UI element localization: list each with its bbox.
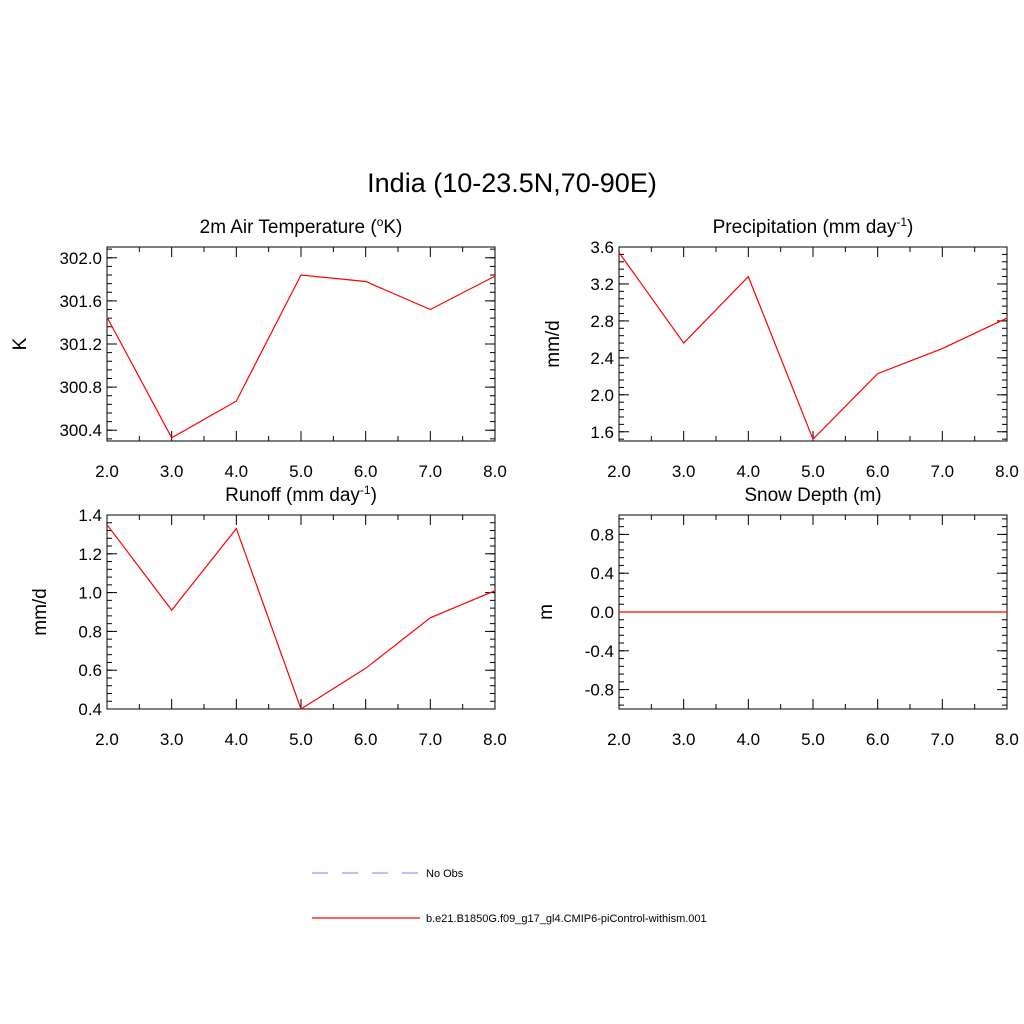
y-tick-label: 301.6	[59, 292, 102, 311]
y-tick-label: -0.8	[585, 681, 614, 700]
chart-panels: 2m Air Temperature (oK) K 2.0 3.0 4.0 5.0 6.0 7…	[10, 215, 1019, 749]
y-tick-label: 302.0	[59, 249, 102, 268]
plot-frame	[618, 246, 1008, 442]
y-tick-label: 0.0	[590, 603, 614, 622]
chart-panel-3: Runoff (mm day-1) mm/d 2.0 3.0 4.0 5.0 6.0 7.0 8…	[30, 483, 507, 749]
x-tick-label: 5.0	[289, 730, 313, 749]
plot-frame	[106, 514, 496, 710]
chart-panel-4: Snow Depth (m) m 2.0 3.0 4.0 5.0 6.0 7.0 8.0 -0.8…	[536, 485, 1019, 749]
legend-entry-1: No Obs	[312, 868, 464, 880]
chart-panel-2: Precipitation (mm day-1) mm/d 2.0 3.0 4.0 5.0…	[543, 215, 1019, 481]
x-tick-label: 7.0	[931, 462, 955, 481]
y-tick-label: 1.4	[78, 506, 102, 525]
legend-entry-2: b.e21.B1850G.f09_g17_gl4.CMIP6-piControl…	[312, 913, 707, 925]
y-axis-label: mm/d	[543, 320, 564, 368]
x-tick-label: 6.0	[354, 462, 378, 481]
x-tick-label: 4.0	[737, 730, 761, 749]
chart-panel-1: 2m Air Temperature (oK) K 2.0 3.0 4.0 5.0 6.0 7…	[10, 215, 507, 481]
x-tick-label: 7.0	[931, 730, 955, 749]
y-tick-label: 300.4	[59, 421, 102, 440]
y-tick-label: 2.8	[590, 312, 614, 331]
x-tick-label: 8.0	[995, 462, 1019, 481]
x-tick-label: 3.0	[672, 462, 696, 481]
x-tick-label: 2.0	[607, 462, 631, 481]
y-tick-label: 2.4	[590, 349, 614, 368]
legend: No Obs b.e21.B1850G.f09_g17_gl4.CMIP6-piC…	[312, 868, 707, 925]
y-tick-label: 1.6	[590, 423, 614, 442]
x-tick-label: 7.0	[419, 730, 443, 749]
x-tick-label: 8.0	[483, 462, 507, 481]
y-tick-label: 2.0	[590, 386, 614, 405]
x-tick-label: 6.0	[866, 730, 890, 749]
panel-title: 2m Air Temperature (oK)	[200, 215, 403, 238]
x-tick-label: 6.0	[866, 462, 890, 481]
x-tick-label: 7.0	[419, 462, 443, 481]
y-tick-label: 0.6	[78, 661, 102, 680]
y-tick-label: 1.0	[78, 584, 102, 603]
y-tick-label: 0.8	[78, 622, 102, 641]
y-tick-label: 0.8	[590, 525, 614, 544]
panel-title: Runoff (mm day-1)	[225, 483, 377, 506]
x-tick-label: 5.0	[289, 462, 313, 481]
y-axis-label: m	[536, 604, 557, 620]
x-tick-label: 2.0	[95, 462, 119, 481]
y-axis-label: mm/d	[30, 588, 51, 636]
x-tick-label: 4.0	[737, 462, 761, 481]
panel-title: Precipitation (mm day-1)	[713, 215, 914, 238]
x-tick-label: 5.0	[801, 730, 825, 749]
legend-label: No Obs	[426, 868, 464, 880]
series-line	[106, 274, 496, 439]
y-tick-label: 300.8	[59, 378, 102, 397]
x-tick-label: 3.0	[160, 462, 184, 481]
x-tick-label: 3.0	[160, 730, 184, 749]
y-tick-label: -0.4	[585, 642, 614, 661]
series-line	[618, 252, 1008, 441]
x-tick-label: 2.0	[95, 730, 119, 749]
x-tick-label: 8.0	[995, 730, 1019, 749]
panel-title: Snow Depth (m)	[744, 485, 881, 506]
y-tick-label: 1.2	[78, 545, 102, 564]
y-tick-label: 3.2	[590, 275, 614, 294]
y-tick-label: 0.4	[78, 700, 102, 719]
series-line	[106, 524, 496, 710]
x-tick-label: 8.0	[483, 730, 507, 749]
y-tick-label: 301.2	[59, 335, 102, 354]
y-tick-label: 0.4	[590, 564, 614, 583]
y-tick-label: 3.6	[590, 238, 614, 257]
x-tick-label: 4.0	[225, 730, 249, 749]
y-axis-label: K	[10, 337, 31, 350]
x-tick-label: 4.0	[225, 462, 249, 481]
x-tick-label: 3.0	[672, 730, 696, 749]
x-tick-label: 5.0	[801, 462, 825, 481]
figure-title: India (10-23.5N,70-90E)	[367, 168, 657, 198]
legend-label: b.e21.B1850G.f09_g17_gl4.CMIP6-piControl…	[426, 913, 707, 925]
x-tick-label: 2.0	[607, 730, 631, 749]
x-tick-label: 6.0	[354, 730, 378, 749]
